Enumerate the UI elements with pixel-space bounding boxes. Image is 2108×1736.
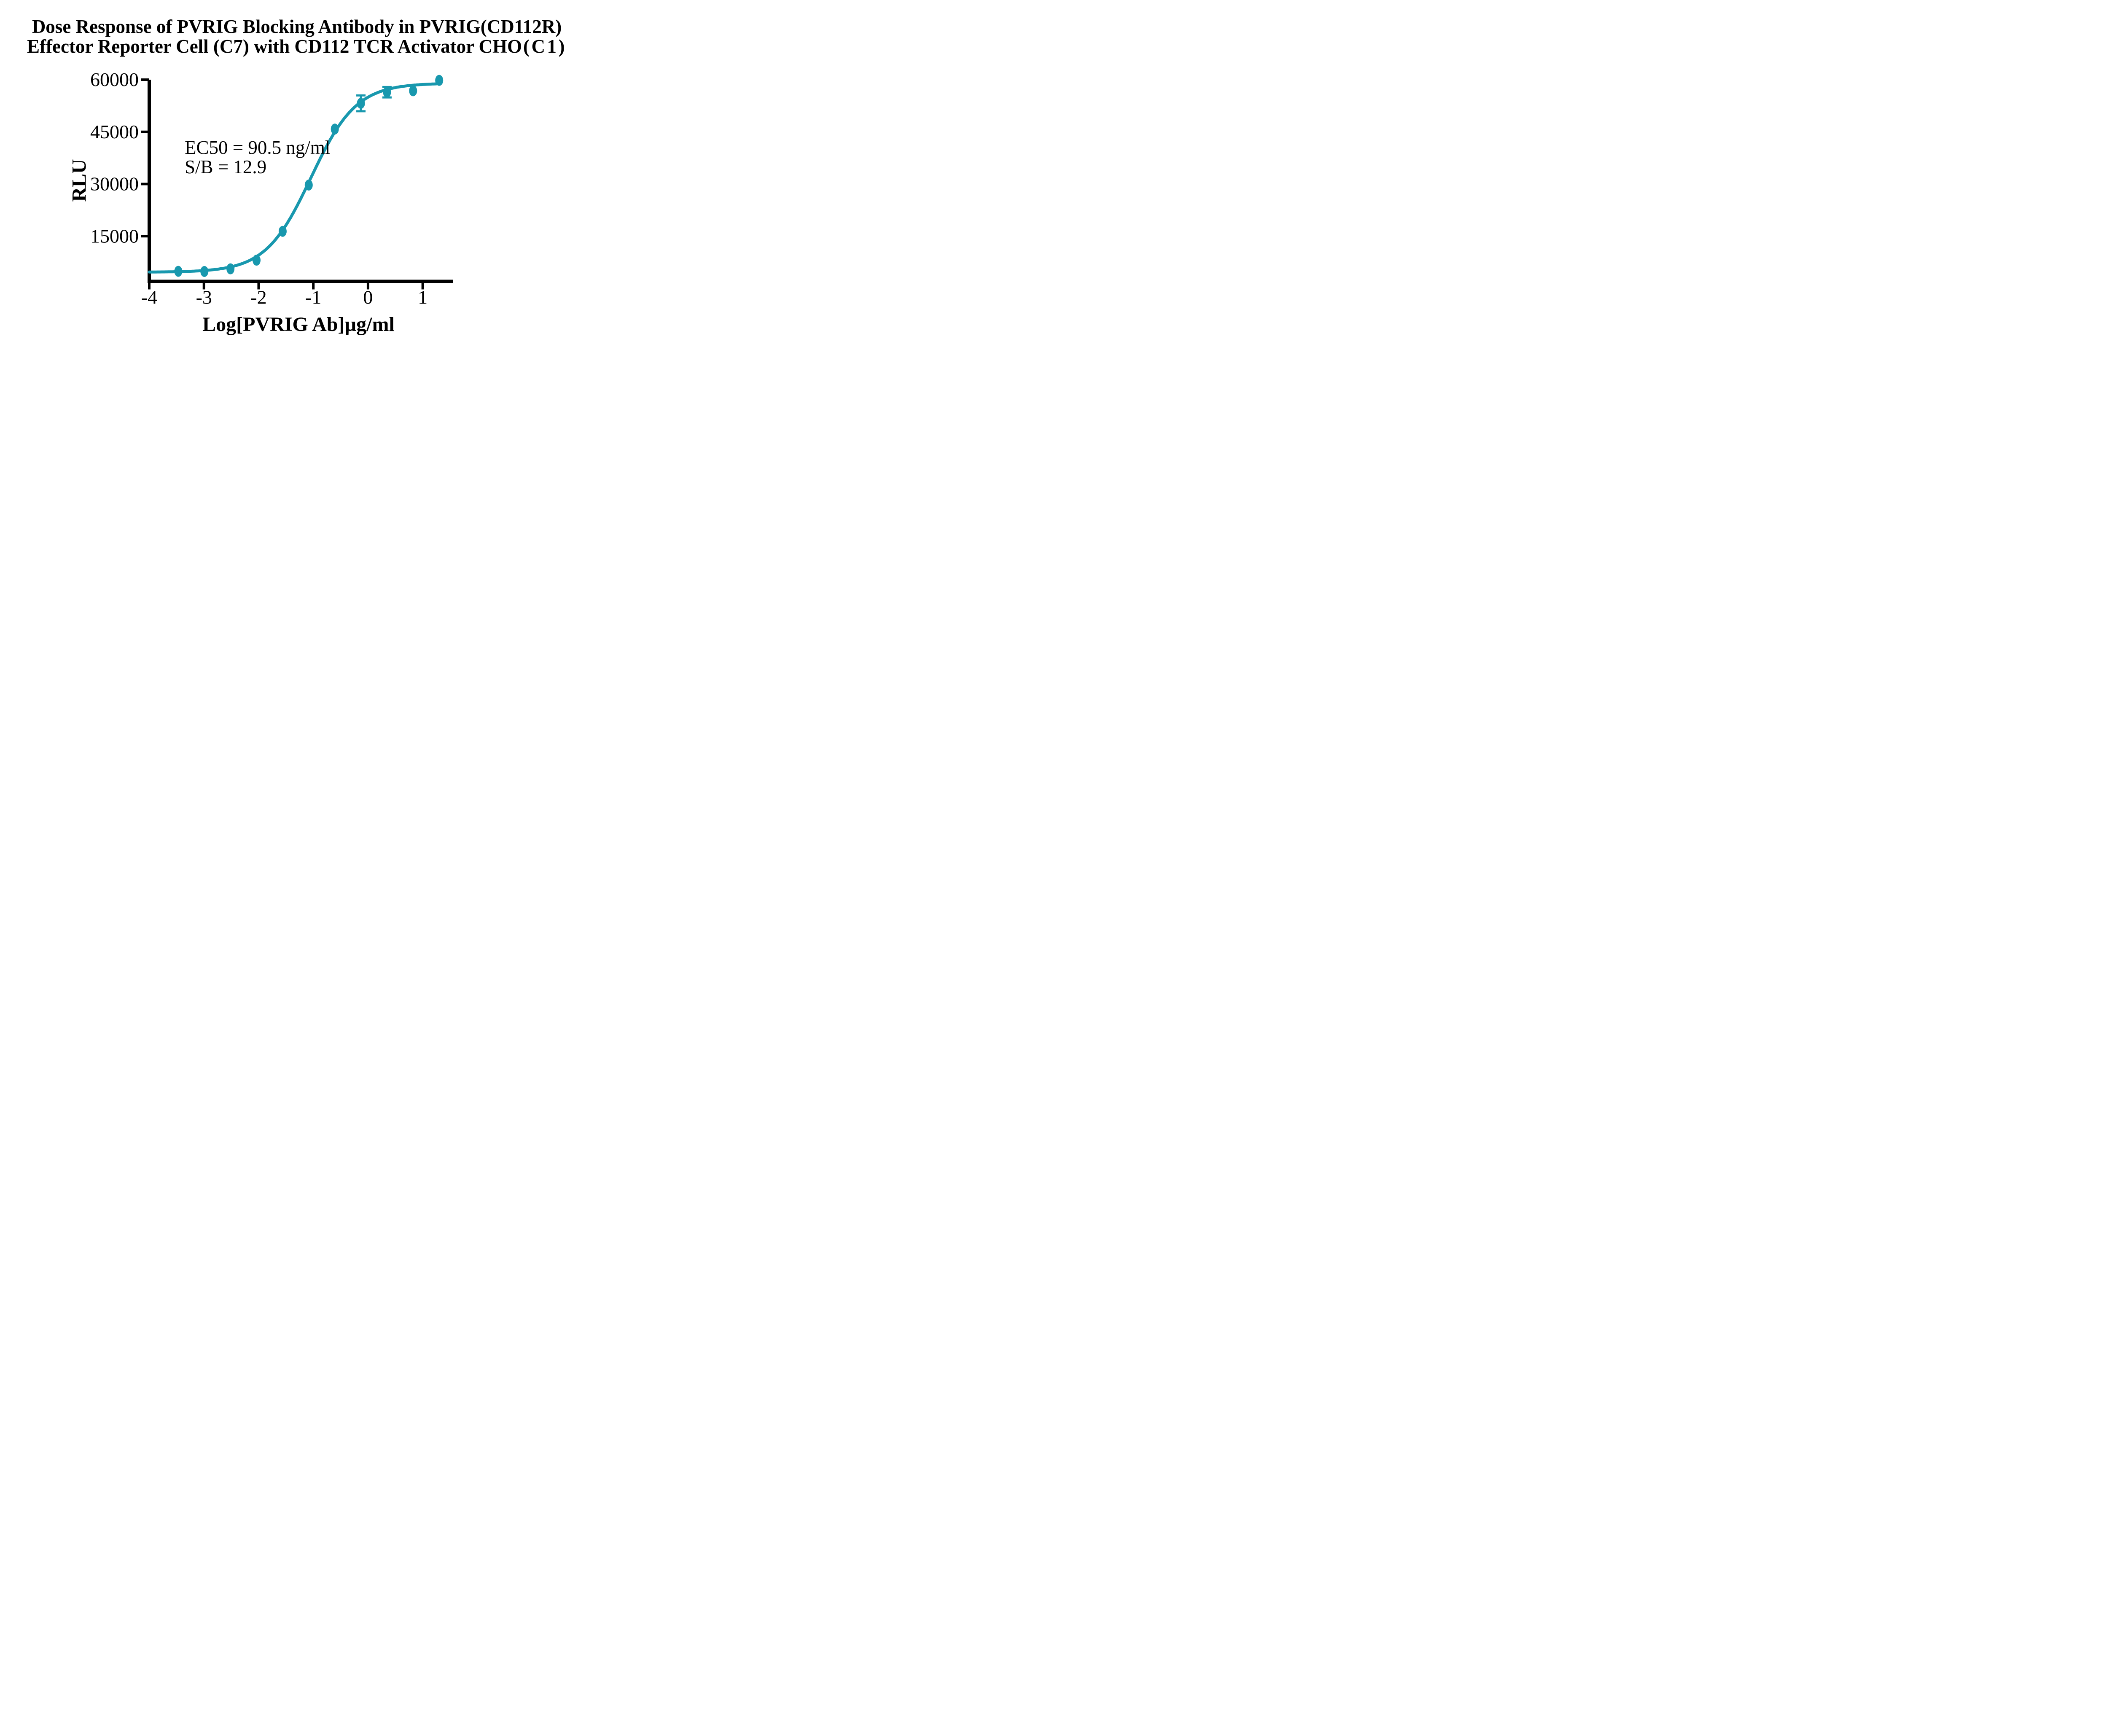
y-tick-label: 15000 (90, 225, 139, 247)
data-point-marker (331, 124, 339, 135)
data-point-marker (200, 266, 209, 277)
figure-canvas: Dose Response of PVRIG Blocking Antibody… (0, 0, 594, 347)
y-tick-label: 60000 (90, 69, 139, 90)
x-tick-label: 1 (418, 287, 428, 308)
x-axis-title: Log[PVRIG Ab]µg/ml (202, 313, 395, 336)
x-tick-label: 0 (363, 287, 373, 308)
data-point-marker (357, 98, 365, 109)
data-point-marker (226, 263, 235, 274)
data-point-marker (409, 85, 417, 97)
x-tick-label: -3 (196, 287, 212, 308)
chart-title-line2-paren: (C1) (523, 36, 567, 57)
chart-title: Dose Response of PVRIG Blocking Antibody… (27, 17, 567, 56)
data-point-marker (174, 266, 183, 277)
x-tick-label: -4 (141, 287, 157, 308)
x-tick-label: -1 (305, 287, 321, 308)
data-point-marker (278, 226, 287, 237)
y-tick-label: 45000 (90, 121, 139, 142)
chart-title-line1: Dose Response of PVRIG Blocking Antibody… (32, 16, 562, 37)
y-tick-label: 30000 (90, 173, 139, 195)
data-point-marker (383, 86, 391, 98)
data-point-marker (304, 179, 313, 191)
fit-annotation: EC50 = 90.5 ng/ml S/B = 12.9 (185, 138, 330, 177)
dose-response-plot: 15000 30000 45000 60000 -4 -3 -2 -1 0 1 (90, 69, 453, 308)
fit-curve (148, 82, 438, 274)
data-point-marker (253, 255, 261, 266)
chart-title-line2-text: Effector Reporter Cell (C7) with CD112 T… (27, 36, 522, 57)
sb-text: S/B = 12.9 (185, 156, 267, 177)
ec50-text: EC50 = 90.5 ng/ml (185, 137, 331, 158)
chart-title-line2: Effector Reporter Cell (C7) with CD112 T… (27, 37, 567, 56)
data-point-marker (435, 75, 444, 86)
x-tick-label: -2 (250, 287, 266, 308)
